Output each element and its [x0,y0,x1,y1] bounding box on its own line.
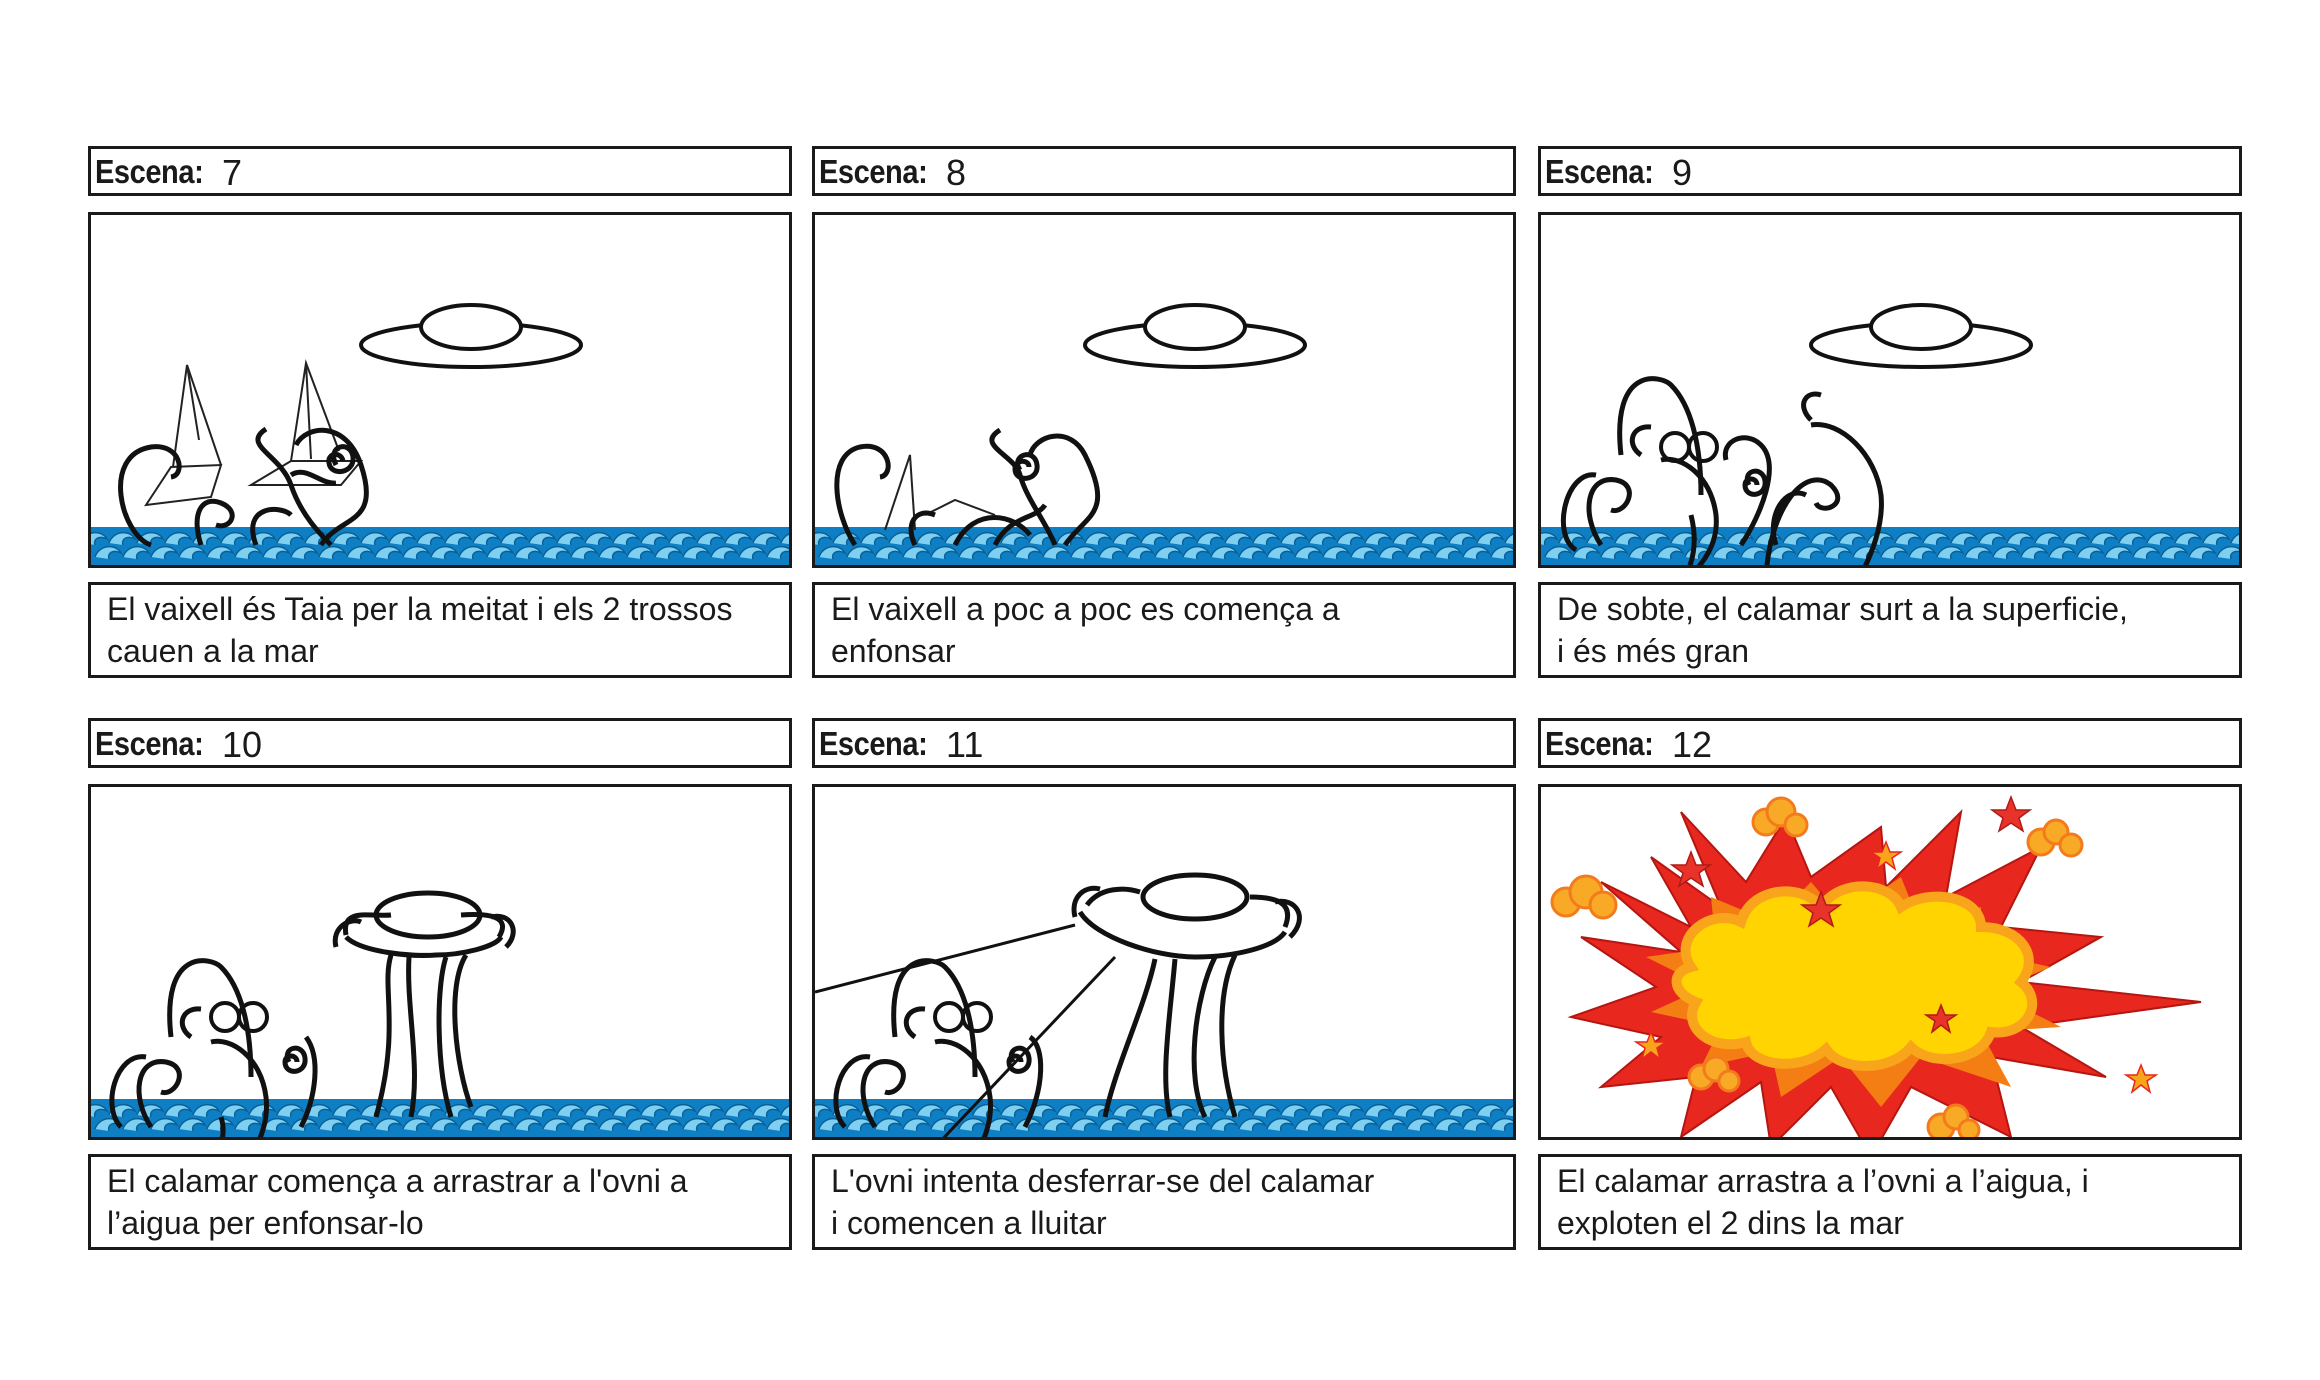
storyboard-panel [88,784,792,1140]
scene-label: Escena: [95,153,204,190]
sea-waves [1541,527,2239,565]
caption-line-2: i comencen a lluitar [831,1205,1107,1241]
ufo [359,303,583,369]
sea-waves [91,527,789,565]
caption-line-2: i és més gran [1557,633,1750,669]
caption-line-2: l’aigua per enfonsar-lo [107,1205,424,1241]
scene-caption: El vaixell és Taia per la meitat i els 2… [88,582,792,678]
scene-11-illustration [815,872,1513,1137]
scene-caption: El calamar comença a arrastrar a l'ovni … [88,1154,792,1250]
scene-header: Escena: 11 [812,718,1516,768]
sea-waves [815,527,1513,565]
caption-line-1: De sobte, el calamar surt a la superfici… [1557,591,2128,627]
scene-header: Escena: 12 [1538,718,2242,768]
scene-number: 10 [222,724,263,765]
storyboard-panel [1538,784,2242,1140]
orange-stars [1633,839,2159,1094]
scene-label: Escena: [1545,153,1654,190]
scene-number: 11 [946,724,984,765]
scene-number: 8 [946,152,967,193]
ufo-dome [1869,303,1973,351]
scene-label: Escena: [819,725,928,762]
caption-line-1: L'ovni intenta desferrar-se del calamar [831,1163,1375,1199]
scene-label: Escena: [1545,725,1654,762]
sea-waves [91,1099,789,1137]
scene-7-illustration [91,303,789,565]
scene-number: 12 [1672,724,1713,765]
scene-number: 7 [222,152,243,193]
ufo [1083,303,1307,369]
scene-header: Escena: 7 [88,146,792,196]
scene-header: Escena: 10 [88,718,792,768]
scene-10-illustration [91,890,789,1137]
caption-line-2: cauen a la mar [107,633,319,669]
ufo-dome [1143,303,1247,351]
caption-line-1: El vaixell a poc a poc es comença a [831,591,1340,627]
scene-caption: El calamar arrastra a l’ovni a l’aigua, … [1538,1154,2242,1250]
scene-caption: De sobte, el calamar surt a la superfici… [1538,582,2242,678]
scene-header: Escena: 8 [812,146,1516,196]
stars [1669,794,2033,1034]
scene-number: 9 [1672,152,1693,193]
storyboard-panel [1538,212,2242,568]
ufo-dome [419,303,523,351]
scene-label: Escena: [95,725,204,762]
ufo [1809,303,2033,369]
scene-caption: El vaixell a poc a poc es comença a enfo… [812,582,1516,678]
caption-line-1: El calamar comença a arrastrar a l'ovni … [107,1163,688,1199]
storyboard-panel [812,212,1516,568]
smoke-puffs [1550,796,2084,1137]
scene-caption: L'ovni intenta desferrar-se del calamar … [812,1154,1516,1250]
caption-line-2: enfonsar [831,633,956,669]
scene-label: Escena: [819,153,928,190]
scene-8-illustration [815,303,1513,565]
scene-9-illustration [1541,303,2239,565]
scene-header: Escena: 9 [1538,146,2242,196]
caption-line-1: El vaixell és Taia per la meitat i els 2… [107,591,733,627]
caption-line-1: El calamar arrastra a l’ovni a l’aigua, … [1557,1163,2089,1199]
storyboard-panel [88,212,792,568]
storyboard-panel [812,784,1516,1140]
explosion-illustration [1550,794,2202,1137]
caption-line-2: exploten el 2 dins la mar [1557,1205,1904,1241]
